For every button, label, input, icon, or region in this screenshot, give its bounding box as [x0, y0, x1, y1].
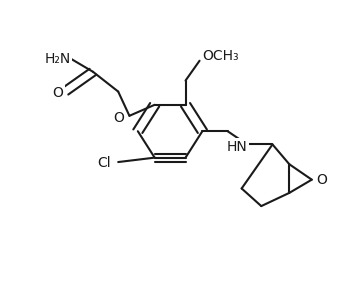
- Text: O: O: [52, 86, 63, 100]
- Text: O: O: [113, 111, 124, 125]
- Text: HN: HN: [227, 140, 247, 154]
- Text: OCH₃: OCH₃: [202, 49, 239, 63]
- Text: H₂N: H₂N: [44, 51, 71, 65]
- Text: O: O: [316, 173, 327, 187]
- Text: Cl: Cl: [97, 156, 111, 170]
